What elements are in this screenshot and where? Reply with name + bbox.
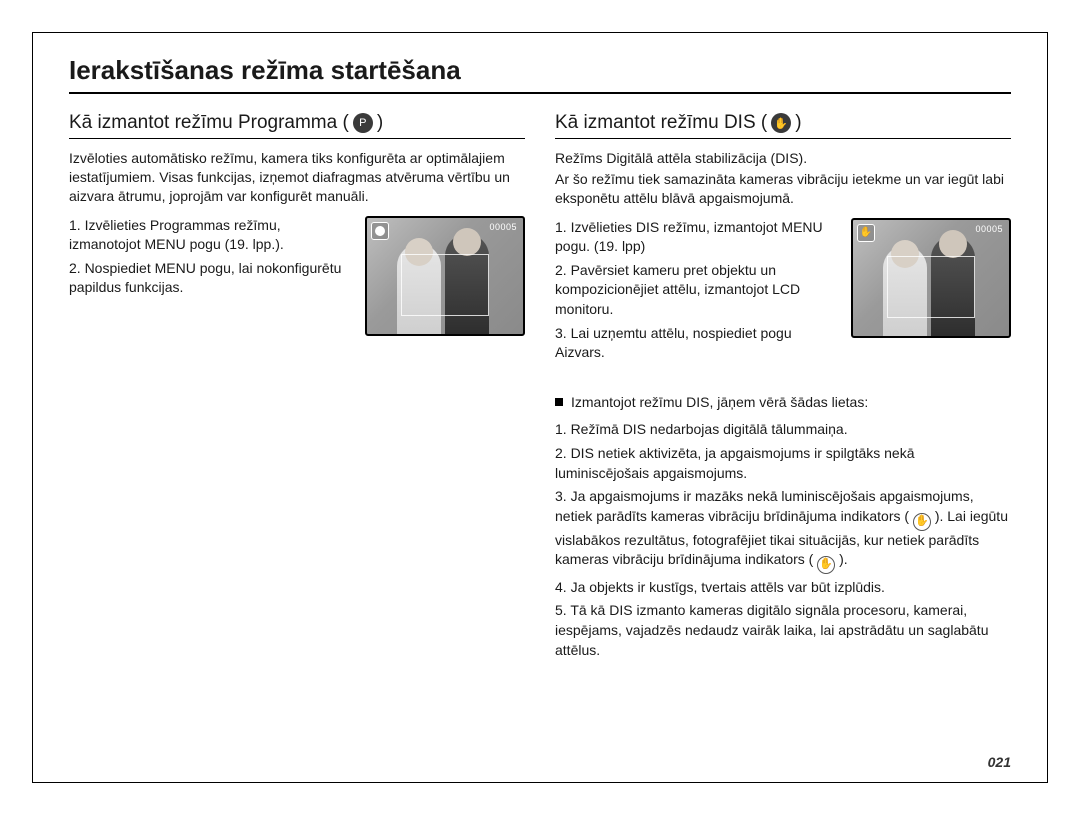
left-column: Kā izmantot režīmu Programma ( P ) Izvēl… — [69, 112, 525, 664]
right-lcd-counter: 00005 — [975, 224, 1003, 234]
note3-text-a: 3. Ja apgaismojums ir mazāks nekā lumini… — [555, 488, 974, 524]
list-item: 3. Lai uzņemtu attēlu, nospiediet pogu A… — [555, 324, 839, 363]
right-intro-2: Ar šo režīmu tiek samazināta kameras vib… — [555, 170, 1011, 208]
right-subtitle: Kā izmantot režīmu DIS ( ✋ ) — [555, 112, 1011, 139]
page-title: Ierakstīšanas režīma startēšana — [69, 55, 1011, 94]
content-columns: Kā izmantot režīmu Programma ( P ) Izvēl… — [69, 112, 1011, 664]
list-item: 1. Izvēlieties DIS režīmu, izmantojot ME… — [555, 218, 839, 257]
list-item: 3. Ja apgaismojums ir mazāks nekā lumini… — [555, 487, 1011, 574]
list-item: 2. Pavērsiet kameru pret objektu un komp… — [555, 261, 839, 320]
list-item: 5. Tā kā DIS izmanto kameras digitālo si… — [555, 601, 1011, 660]
list-item: 1. Izvēlieties Programmas režīmu, izmano… — [69, 216, 353, 255]
right-steps-row: 1. Izvēlieties DIS režīmu, izmantojot ME… — [555, 218, 1011, 367]
left-lcd-preview: 00005 — [365, 216, 525, 336]
note3-text-c: ). — [839, 551, 848, 567]
right-subtitle-prefix: Kā izmantot režīmu DIS ( — [555, 112, 767, 134]
right-subtitle-suffix: ) — [795, 112, 801, 134]
dis-notes: Izmantojot režīmu DIS, jāņem vērā šādas … — [555, 393, 1011, 660]
dis-mode-icon: ✋ — [771, 113, 791, 133]
program-mode-icon: P — [353, 113, 373, 133]
list-item: 1. Režīmā DIS nedarbojas digitālā tālumm… — [555, 420, 1011, 440]
shake-warning-icon: ✋ — [913, 513, 931, 531]
program-mode-label: P — [359, 117, 366, 129]
page-frame: Ierakstīšanas režīma startēšana Kā izman… — [32, 32, 1048, 783]
list-item: 2. DIS netiek aktivizēta, ja apgaismojum… — [555, 444, 1011, 483]
program-mode-badge-icon — [371, 222, 389, 240]
notes-heading: Izmantojot režīmu DIS, jāņem vērā šādas … — [555, 393, 1011, 413]
left-lcd-counter: 00005 — [489, 222, 517, 232]
figure-person — [883, 246, 927, 336]
right-steps: 1. Izvēlieties DIS režīmu, izmantojot ME… — [555, 218, 839, 367]
left-subtitle-suffix: ) — [377, 112, 383, 134]
right-column: Kā izmantot režīmu DIS ( ✋ ) Režīms Digi… — [555, 112, 1011, 664]
dis-mode-badge-icon: ✋ — [857, 224, 875, 242]
left-steps-row: 1. Izvēlieties Programmas režīmu, izmano… — [69, 216, 525, 336]
right-lcd-preview: ✋ 00005 — [851, 218, 1011, 338]
left-subtitle-prefix: Kā izmantot režīmu Programma ( — [69, 112, 349, 134]
list-item: 4. Ja objekts ir kustīgs, tvertais attēl… — [555, 578, 1011, 598]
left-steps: 1. Izvēlieties Programmas režīmu, izmano… — [69, 216, 353, 302]
list-item: 2. Nospiediet MENU pogu, lai nokonfigurē… — [69, 259, 353, 298]
left-subtitle: Kā izmantot režīmu Programma ( P ) — [69, 112, 525, 139]
shake-warning-icon: ✋ — [817, 556, 835, 574]
left-intro: Izvēloties automātisko režīmu, kamera ti… — [69, 149, 525, 206]
dis-mode-glyph: ✋ — [774, 117, 788, 130]
figure-person — [445, 234, 489, 334]
right-intro-1: Režīms Digitālā attēla stabilizācija (DI… — [555, 149, 1011, 168]
figure-person — [931, 236, 975, 336]
figure-person — [397, 244, 441, 334]
page-number: 021 — [988, 754, 1011, 770]
